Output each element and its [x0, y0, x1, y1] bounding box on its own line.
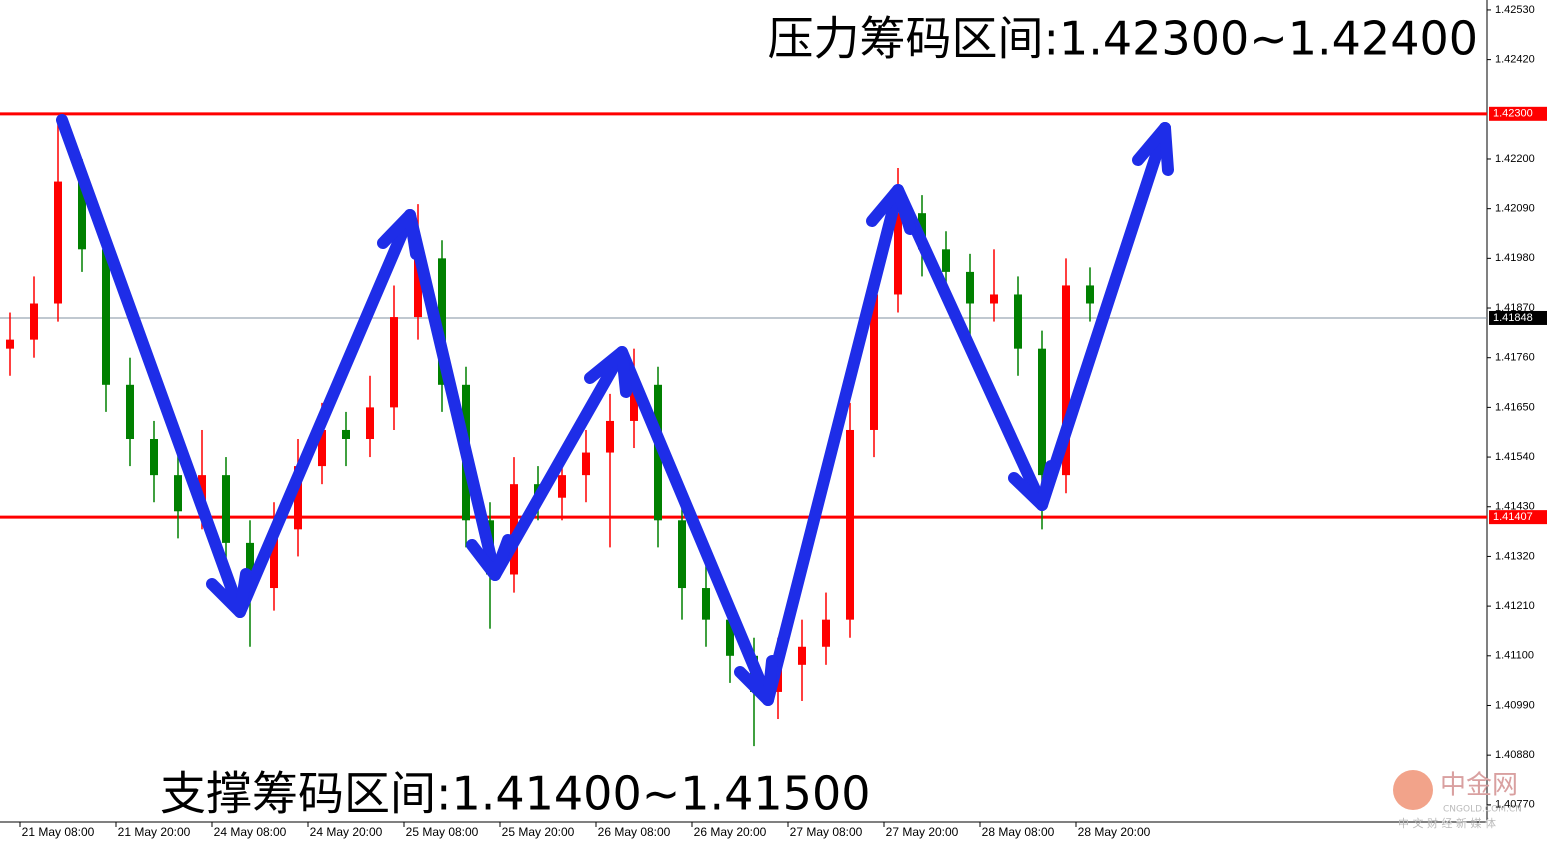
candle-body: [366, 407, 374, 440]
candle-body: [678, 520, 686, 589]
candle-body: [78, 181, 86, 250]
candle-body: [270, 529, 278, 589]
x-tick-label: 28 May 08:00: [982, 825, 1055, 839]
candle-body: [30, 303, 38, 340]
candle-body: [390, 317, 398, 408]
y-tick-label: 1.41980: [1495, 252, 1535, 264]
candle-body: [846, 429, 854, 620]
x-tick-label: 26 May 08:00: [598, 825, 671, 839]
resistance-annotation: 压力筹码区间:1.42300~1.42400: [768, 12, 1478, 66]
x-tick-label: 26 May 20:00: [694, 825, 767, 839]
arrow-head: [584, 346, 632, 398]
candle-body: [726, 619, 734, 656]
candle-body: [102, 249, 110, 385]
candle-body: [1014, 294, 1022, 349]
logo-slogan: 中 文 财 经 新 媒 体: [1398, 816, 1496, 830]
candle-body: [630, 384, 638, 421]
candle-body: [222, 475, 230, 543]
candle-body: [318, 429, 326, 467]
x-tick-label: 27 May 08:00: [790, 825, 863, 839]
candle-body: [798, 646, 806, 665]
candle-body: [870, 294, 878, 430]
y-tick-label: 1.41320: [1495, 550, 1535, 562]
arrow-head: [377, 209, 422, 260]
y-tick-label: 1.42530: [1495, 4, 1535, 16]
arrow-head: [734, 655, 778, 706]
y-tick-label: 1.41430: [1495, 501, 1535, 513]
candle-body: [702, 588, 710, 620]
y-tick-label: 1.41100: [1495, 650, 1534, 662]
x-tick-label: 25 May 08:00: [406, 825, 479, 839]
plot: [0, 112, 1487, 747]
candle-body: [294, 466, 302, 530]
y-tick-label: 1.41210: [1495, 600, 1535, 612]
candle-body: [558, 475, 566, 498]
x-tick-label: 21 May 08:00: [22, 825, 95, 839]
candle-body: [438, 258, 446, 385]
price-label: 1.41848: [1493, 312, 1533, 324]
candle-body: [582, 452, 590, 476]
candle-body: [246, 542, 254, 589]
candle-body: [54, 181, 62, 304]
x-tick-label: 21 May 20:00: [118, 825, 191, 839]
arrow-head: [206, 568, 252, 618]
y-tick-label: 1.42420: [1495, 54, 1535, 66]
candle-body: [606, 420, 614, 453]
price-label-box: [1489, 510, 1547, 525]
y-tick-label: 1.40880: [1495, 749, 1535, 761]
logo-site: CNGOLD.COM.CN: [1443, 805, 1522, 815]
candle-body: [966, 271, 974, 304]
price-label-box: [1489, 310, 1547, 325]
x-tick-label: 24 May 08:00: [214, 825, 287, 839]
price-label: 1.41407: [1493, 511, 1533, 523]
candle-body: [414, 258, 422, 318]
candle-body: [990, 294, 998, 304]
arrow-head: [1132, 122, 1174, 176]
candle-body: [1038, 348, 1046, 476]
logo-name: 中金网: [1440, 771, 1518, 801]
y-tick-label: 1.40990: [1495, 699, 1535, 711]
y-tick-label: 1.41650: [1495, 401, 1535, 413]
candle-body: [1086, 285, 1094, 304]
y-tick-label: 1.40770: [1495, 799, 1535, 811]
logo: [1393, 770, 1433, 810]
x-tick-label: 25 May 20:00: [502, 825, 575, 839]
y-tick-label: 1.42200: [1495, 153, 1535, 165]
arrow-head: [466, 534, 514, 581]
candle-body: [942, 249, 950, 272]
candle-body: [1062, 285, 1070, 476]
candle-body: [174, 475, 182, 512]
candle-body: [126, 384, 134, 440]
candle-body: [150, 439, 158, 476]
candle-body: [822, 619, 830, 647]
x-tick-label: 24 May 20:00: [310, 825, 383, 839]
candle-body: [894, 213, 902, 295]
y-tick-label: 1.41870: [1495, 302, 1535, 314]
arrow-head: [1008, 460, 1057, 511]
candle-body: [510, 484, 518, 575]
arrow-head: [866, 184, 916, 235]
x-tick-label: 27 May 20:00: [886, 825, 959, 839]
x-tick-label: 28 May 20:00: [1078, 825, 1151, 839]
arrow-path: [56, 114, 1171, 706]
price-label: 1.42300: [1493, 108, 1533, 120]
price-label-box: [1489, 106, 1547, 121]
y-tick-label: 1.41540: [1495, 451, 1535, 463]
candle-body: [6, 339, 14, 349]
y-tick-label: 1.42090: [1495, 203, 1535, 215]
y-tick-label: 1.41760: [1495, 352, 1535, 364]
candle-body: [342, 429, 350, 440]
watermark: 中金网 CNGOLD.COM.CN 中 文 财 经 新 媒 体: [1393, 770, 1522, 830]
trend-arrows: [56, 114, 1174, 706]
support-annotation: 支撑筹码区间:1.41400~1.41500: [160, 767, 870, 821]
